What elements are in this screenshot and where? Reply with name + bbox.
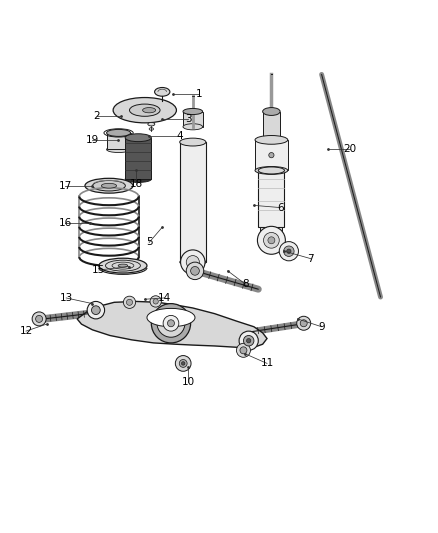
Circle shape	[186, 262, 204, 280]
Text: 12: 12	[19, 326, 33, 336]
Text: 5: 5	[146, 238, 152, 247]
Ellipse shape	[147, 309, 195, 327]
Circle shape	[269, 152, 274, 158]
Ellipse shape	[255, 166, 288, 174]
Ellipse shape	[125, 176, 151, 182]
Bar	[258, 171, 285, 227]
Circle shape	[153, 299, 158, 304]
Text: 4: 4	[177, 131, 183, 141]
Circle shape	[287, 249, 291, 253]
Circle shape	[181, 362, 185, 365]
Circle shape	[167, 320, 174, 327]
Ellipse shape	[113, 98, 177, 123]
Ellipse shape	[148, 123, 155, 126]
Circle shape	[127, 299, 133, 305]
Ellipse shape	[258, 167, 285, 174]
Circle shape	[279, 241, 298, 261]
Circle shape	[157, 309, 185, 337]
Text: 6: 6	[277, 203, 283, 213]
Circle shape	[32, 312, 46, 326]
Circle shape	[237, 343, 251, 357]
Bar	[180, 142, 206, 262]
Ellipse shape	[92, 181, 125, 191]
Bar	[263, 111, 280, 140]
Ellipse shape	[255, 135, 288, 144]
Circle shape	[35, 316, 42, 322]
Circle shape	[186, 256, 199, 269]
Circle shape	[180, 250, 205, 274]
Text: 16: 16	[59, 218, 72, 228]
Ellipse shape	[180, 138, 206, 146]
Polygon shape	[77, 302, 267, 348]
Ellipse shape	[149, 128, 153, 130]
Text: 20: 20	[343, 143, 357, 154]
Ellipse shape	[180, 259, 206, 265]
Ellipse shape	[85, 179, 133, 193]
Ellipse shape	[263, 108, 280, 116]
Text: 3: 3	[185, 114, 192, 124]
Circle shape	[268, 237, 275, 244]
Ellipse shape	[106, 130, 131, 136]
Ellipse shape	[130, 104, 160, 116]
Circle shape	[244, 335, 254, 346]
Circle shape	[124, 296, 136, 309]
Ellipse shape	[99, 258, 147, 273]
Bar	[261, 227, 283, 244]
Text: 9: 9	[318, 322, 325, 332]
Ellipse shape	[106, 147, 131, 152]
Text: 10: 10	[182, 377, 195, 387]
Text: 2: 2	[93, 111, 100, 121]
Text: 18: 18	[129, 180, 143, 189]
Text: 1: 1	[196, 89, 203, 99]
Ellipse shape	[183, 124, 203, 130]
Circle shape	[284, 246, 294, 256]
Ellipse shape	[155, 87, 170, 96]
Circle shape	[258, 227, 286, 254]
Bar	[125, 138, 151, 179]
Ellipse shape	[143, 108, 155, 113]
Text: 17: 17	[59, 181, 72, 191]
Bar	[106, 133, 131, 149]
Ellipse shape	[125, 134, 151, 142]
Circle shape	[179, 359, 187, 367]
Circle shape	[247, 338, 251, 343]
Circle shape	[92, 306, 100, 314]
Circle shape	[151, 304, 191, 343]
Text: 14: 14	[158, 293, 171, 303]
Text: 7: 7	[307, 254, 314, 264]
Text: 15: 15	[92, 265, 106, 275]
Ellipse shape	[183, 108, 203, 115]
Text: 8: 8	[242, 279, 248, 289]
Text: 11: 11	[261, 358, 274, 368]
Circle shape	[191, 266, 199, 275]
Circle shape	[239, 331, 258, 350]
Circle shape	[150, 296, 161, 307]
Circle shape	[297, 316, 311, 330]
Ellipse shape	[101, 183, 117, 188]
Circle shape	[163, 316, 179, 331]
Circle shape	[87, 302, 105, 319]
Bar	[255, 140, 288, 171]
Circle shape	[175, 356, 191, 372]
Ellipse shape	[118, 264, 128, 267]
Bar	[183, 111, 203, 127]
Circle shape	[240, 347, 247, 354]
Circle shape	[300, 320, 307, 327]
Circle shape	[264, 232, 279, 248]
Text: 19: 19	[86, 135, 99, 145]
Text: 13: 13	[60, 293, 73, 303]
